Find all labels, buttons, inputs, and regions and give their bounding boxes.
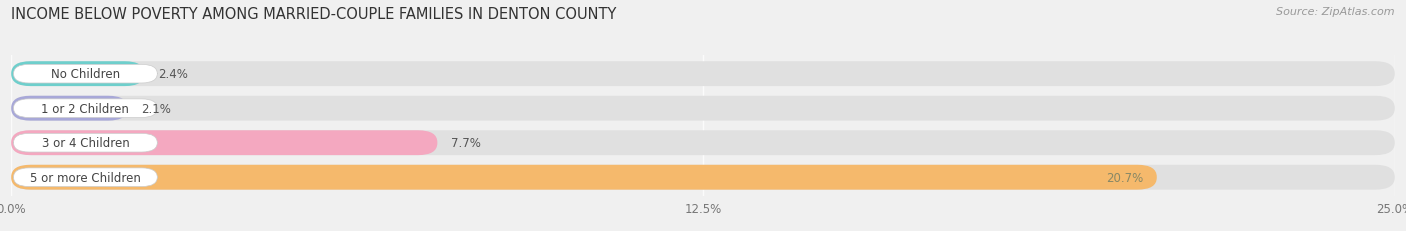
Text: 5 or more Children: 5 or more Children [30,171,141,184]
FancyBboxPatch shape [11,165,1157,190]
Text: No Children: No Children [51,68,120,81]
FancyBboxPatch shape [14,65,157,84]
Text: 2.4%: 2.4% [157,68,188,81]
FancyBboxPatch shape [11,96,1395,121]
Text: 3 or 4 Children: 3 or 4 Children [42,137,129,149]
Text: 2.1%: 2.1% [141,102,172,115]
FancyBboxPatch shape [11,131,1395,155]
FancyBboxPatch shape [11,62,1395,87]
Text: 20.7%: 20.7% [1105,171,1143,184]
Text: 7.7%: 7.7% [451,137,481,149]
Text: 1 or 2 Children: 1 or 2 Children [41,102,129,115]
FancyBboxPatch shape [14,99,157,118]
FancyBboxPatch shape [11,62,143,87]
Text: Source: ZipAtlas.com: Source: ZipAtlas.com [1277,7,1395,17]
FancyBboxPatch shape [14,134,157,152]
FancyBboxPatch shape [11,165,1395,190]
FancyBboxPatch shape [11,96,128,121]
FancyBboxPatch shape [11,131,437,155]
FancyBboxPatch shape [14,168,157,187]
Text: INCOME BELOW POVERTY AMONG MARRIED-COUPLE FAMILIES IN DENTON COUNTY: INCOME BELOW POVERTY AMONG MARRIED-COUPL… [11,7,617,22]
